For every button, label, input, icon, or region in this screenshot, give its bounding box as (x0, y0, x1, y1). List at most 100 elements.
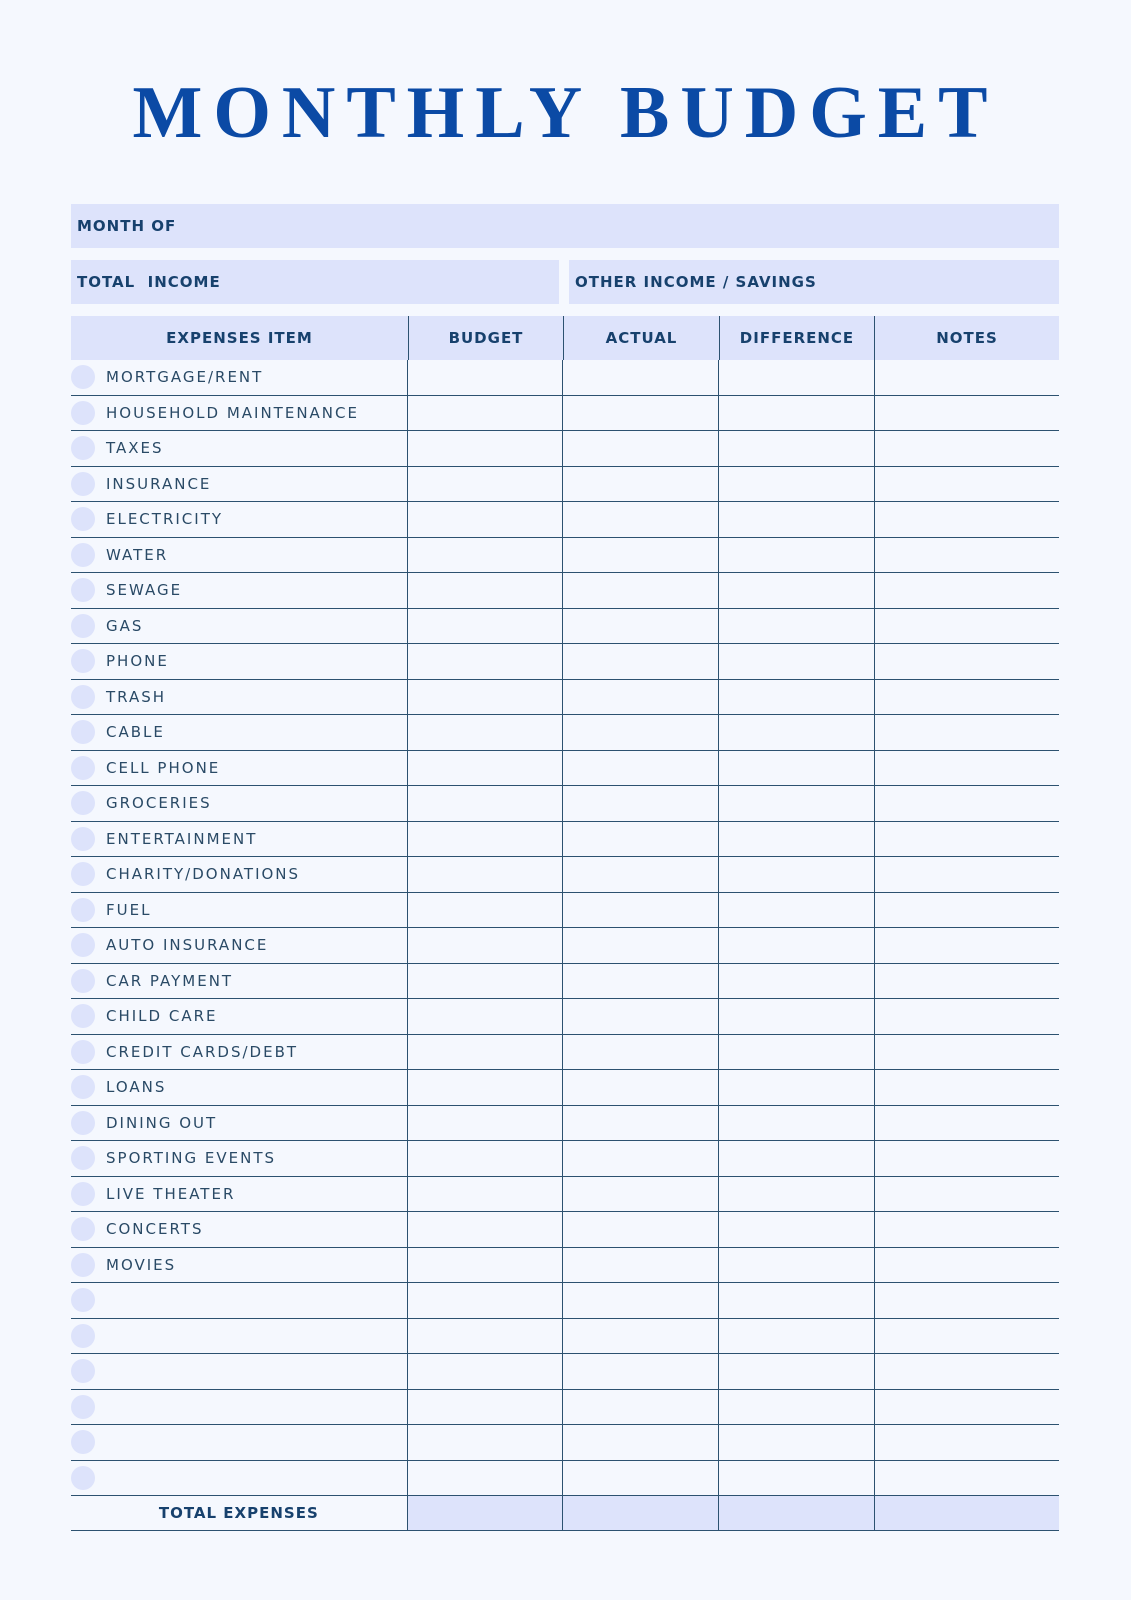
notes-cell[interactable] (873, 1318, 1059, 1353)
notes-cell[interactable] (873, 1283, 1059, 1318)
notes-cell[interactable] (873, 857, 1059, 892)
checkbox-circle[interactable] (71, 826, 95, 851)
notes-cell[interactable] (873, 644, 1059, 679)
budget-cell[interactable] (406, 395, 562, 430)
difference-cell[interactable] (718, 715, 873, 750)
difference-cell[interactable] (718, 1318, 873, 1353)
notes-cell[interactable] (873, 1034, 1059, 1069)
actual-cell[interactable] (562, 963, 718, 998)
expense-item-cell[interactable]: GROCERIES (71, 786, 407, 821)
notes-cell[interactable] (873, 963, 1059, 998)
checkbox-circle[interactable] (71, 471, 95, 496)
difference-cell[interactable] (718, 431, 873, 466)
actual-cell[interactable] (562, 1389, 718, 1424)
expense-item-cell[interactable]: FUEL (71, 893, 407, 928)
actual-cell[interactable] (562, 999, 718, 1034)
budget-cell[interactable] (406, 1176, 562, 1211)
expense-item-cell[interactable]: HOUSEHOLD MAINTENANCE (71, 396, 407, 431)
actual-cell[interactable] (562, 360, 718, 395)
difference-cell[interactable] (718, 395, 873, 430)
notes-cell[interactable] (873, 395, 1059, 430)
budget-cell[interactable] (406, 431, 562, 466)
actual-cell[interactable] (562, 608, 718, 643)
expense-item-cell[interactable]: WATER (71, 538, 407, 573)
expense-item-cell[interactable]: ENTERTAINMENT (71, 822, 407, 857)
difference-cell[interactable] (718, 573, 873, 608)
actual-cell[interactable] (562, 395, 718, 430)
difference-cell[interactable] (718, 821, 873, 856)
difference-cell[interactable] (718, 608, 873, 643)
expense-item-cell[interactable]: MOVIES (71, 1248, 407, 1283)
checkbox-circle[interactable] (71, 1430, 95, 1455)
checkbox-circle[interactable] (71, 365, 95, 390)
checkbox-circle[interactable] (71, 684, 95, 709)
expense-item-cell[interactable]: PHONE (71, 644, 407, 679)
budget-cell[interactable] (406, 1070, 562, 1105)
budget-cell[interactable] (406, 1460, 562, 1495)
difference-cell[interactable] (718, 1247, 873, 1282)
expense-item-cell[interactable]: TAXES (71, 431, 407, 466)
difference-cell[interactable] (718, 1212, 873, 1247)
actual-cell[interactable] (562, 786, 718, 821)
total-income-field[interactable]: TOTAL INCOME (71, 260, 559, 304)
checkbox-circle[interactable] (71, 1359, 95, 1384)
notes-cell[interactable] (873, 1460, 1059, 1495)
notes-cell[interactable] (873, 821, 1059, 856)
checkbox-circle[interactable] (71, 1288, 95, 1313)
actual-cell[interactable] (562, 750, 718, 785)
difference-cell[interactable] (718, 999, 873, 1034)
actual-cell[interactable] (562, 502, 718, 537)
difference-cell[interactable] (718, 466, 873, 501)
budget-cell[interactable] (406, 537, 562, 572)
checkbox-circle[interactable] (71, 933, 95, 958)
actual-cell[interactable] (562, 537, 718, 572)
budget-cell[interactable] (406, 679, 562, 714)
budget-cell[interactable] (406, 857, 562, 892)
notes-cell[interactable] (873, 1389, 1059, 1424)
total-difference-cell[interactable] (718, 1496, 874, 1530)
actual-cell[interactable] (562, 679, 718, 714)
budget-cell[interactable] (406, 750, 562, 785)
actual-cell[interactable] (562, 821, 718, 856)
checkbox-circle[interactable] (71, 436, 95, 461)
expense-item-cell[interactable] (71, 1354, 407, 1389)
notes-cell[interactable] (873, 466, 1059, 501)
budget-cell[interactable] (406, 1389, 562, 1424)
expense-item-cell[interactable] (71, 1425, 407, 1460)
actual-cell[interactable] (562, 431, 718, 466)
notes-cell[interactable] (873, 679, 1059, 714)
difference-cell[interactable] (718, 537, 873, 572)
notes-cell[interactable] (873, 431, 1059, 466)
difference-cell[interactable] (718, 1425, 873, 1460)
budget-cell[interactable] (406, 1283, 562, 1318)
total-actual-cell[interactable] (562, 1496, 719, 1530)
notes-cell[interactable] (873, 573, 1059, 608)
expense-item-cell[interactable]: ELECTRICITY (71, 502, 407, 537)
notes-cell[interactable] (873, 1425, 1059, 1460)
expense-item-cell[interactable]: LIVE THEATER (71, 1177, 407, 1212)
budget-cell[interactable] (406, 573, 562, 608)
budget-cell[interactable] (406, 821, 562, 856)
budget-cell[interactable] (406, 963, 562, 998)
checkbox-circle[interactable] (71, 720, 95, 745)
expense-item-cell[interactable]: MORTGAGE/RENT (71, 360, 407, 395)
actual-cell[interactable] (562, 1141, 718, 1176)
actual-cell[interactable] (562, 1354, 718, 1389)
notes-cell[interactable] (873, 537, 1059, 572)
difference-cell[interactable] (718, 502, 873, 537)
difference-cell[interactable] (718, 892, 873, 927)
notes-cell[interactable] (873, 750, 1059, 785)
notes-cell[interactable] (873, 715, 1059, 750)
budget-cell[interactable] (406, 715, 562, 750)
difference-cell[interactable] (718, 963, 873, 998)
difference-cell[interactable] (718, 1176, 873, 1211)
notes-cell[interactable] (873, 1176, 1059, 1211)
actual-cell[interactable] (562, 1425, 718, 1460)
actual-cell[interactable] (562, 857, 718, 892)
actual-cell[interactable] (562, 1460, 718, 1495)
difference-cell[interactable] (718, 857, 873, 892)
budget-cell[interactable] (406, 644, 562, 679)
notes-cell[interactable] (873, 1354, 1059, 1389)
actual-cell[interactable] (562, 1176, 718, 1211)
checkbox-circle[interactable] (71, 1039, 95, 1064)
